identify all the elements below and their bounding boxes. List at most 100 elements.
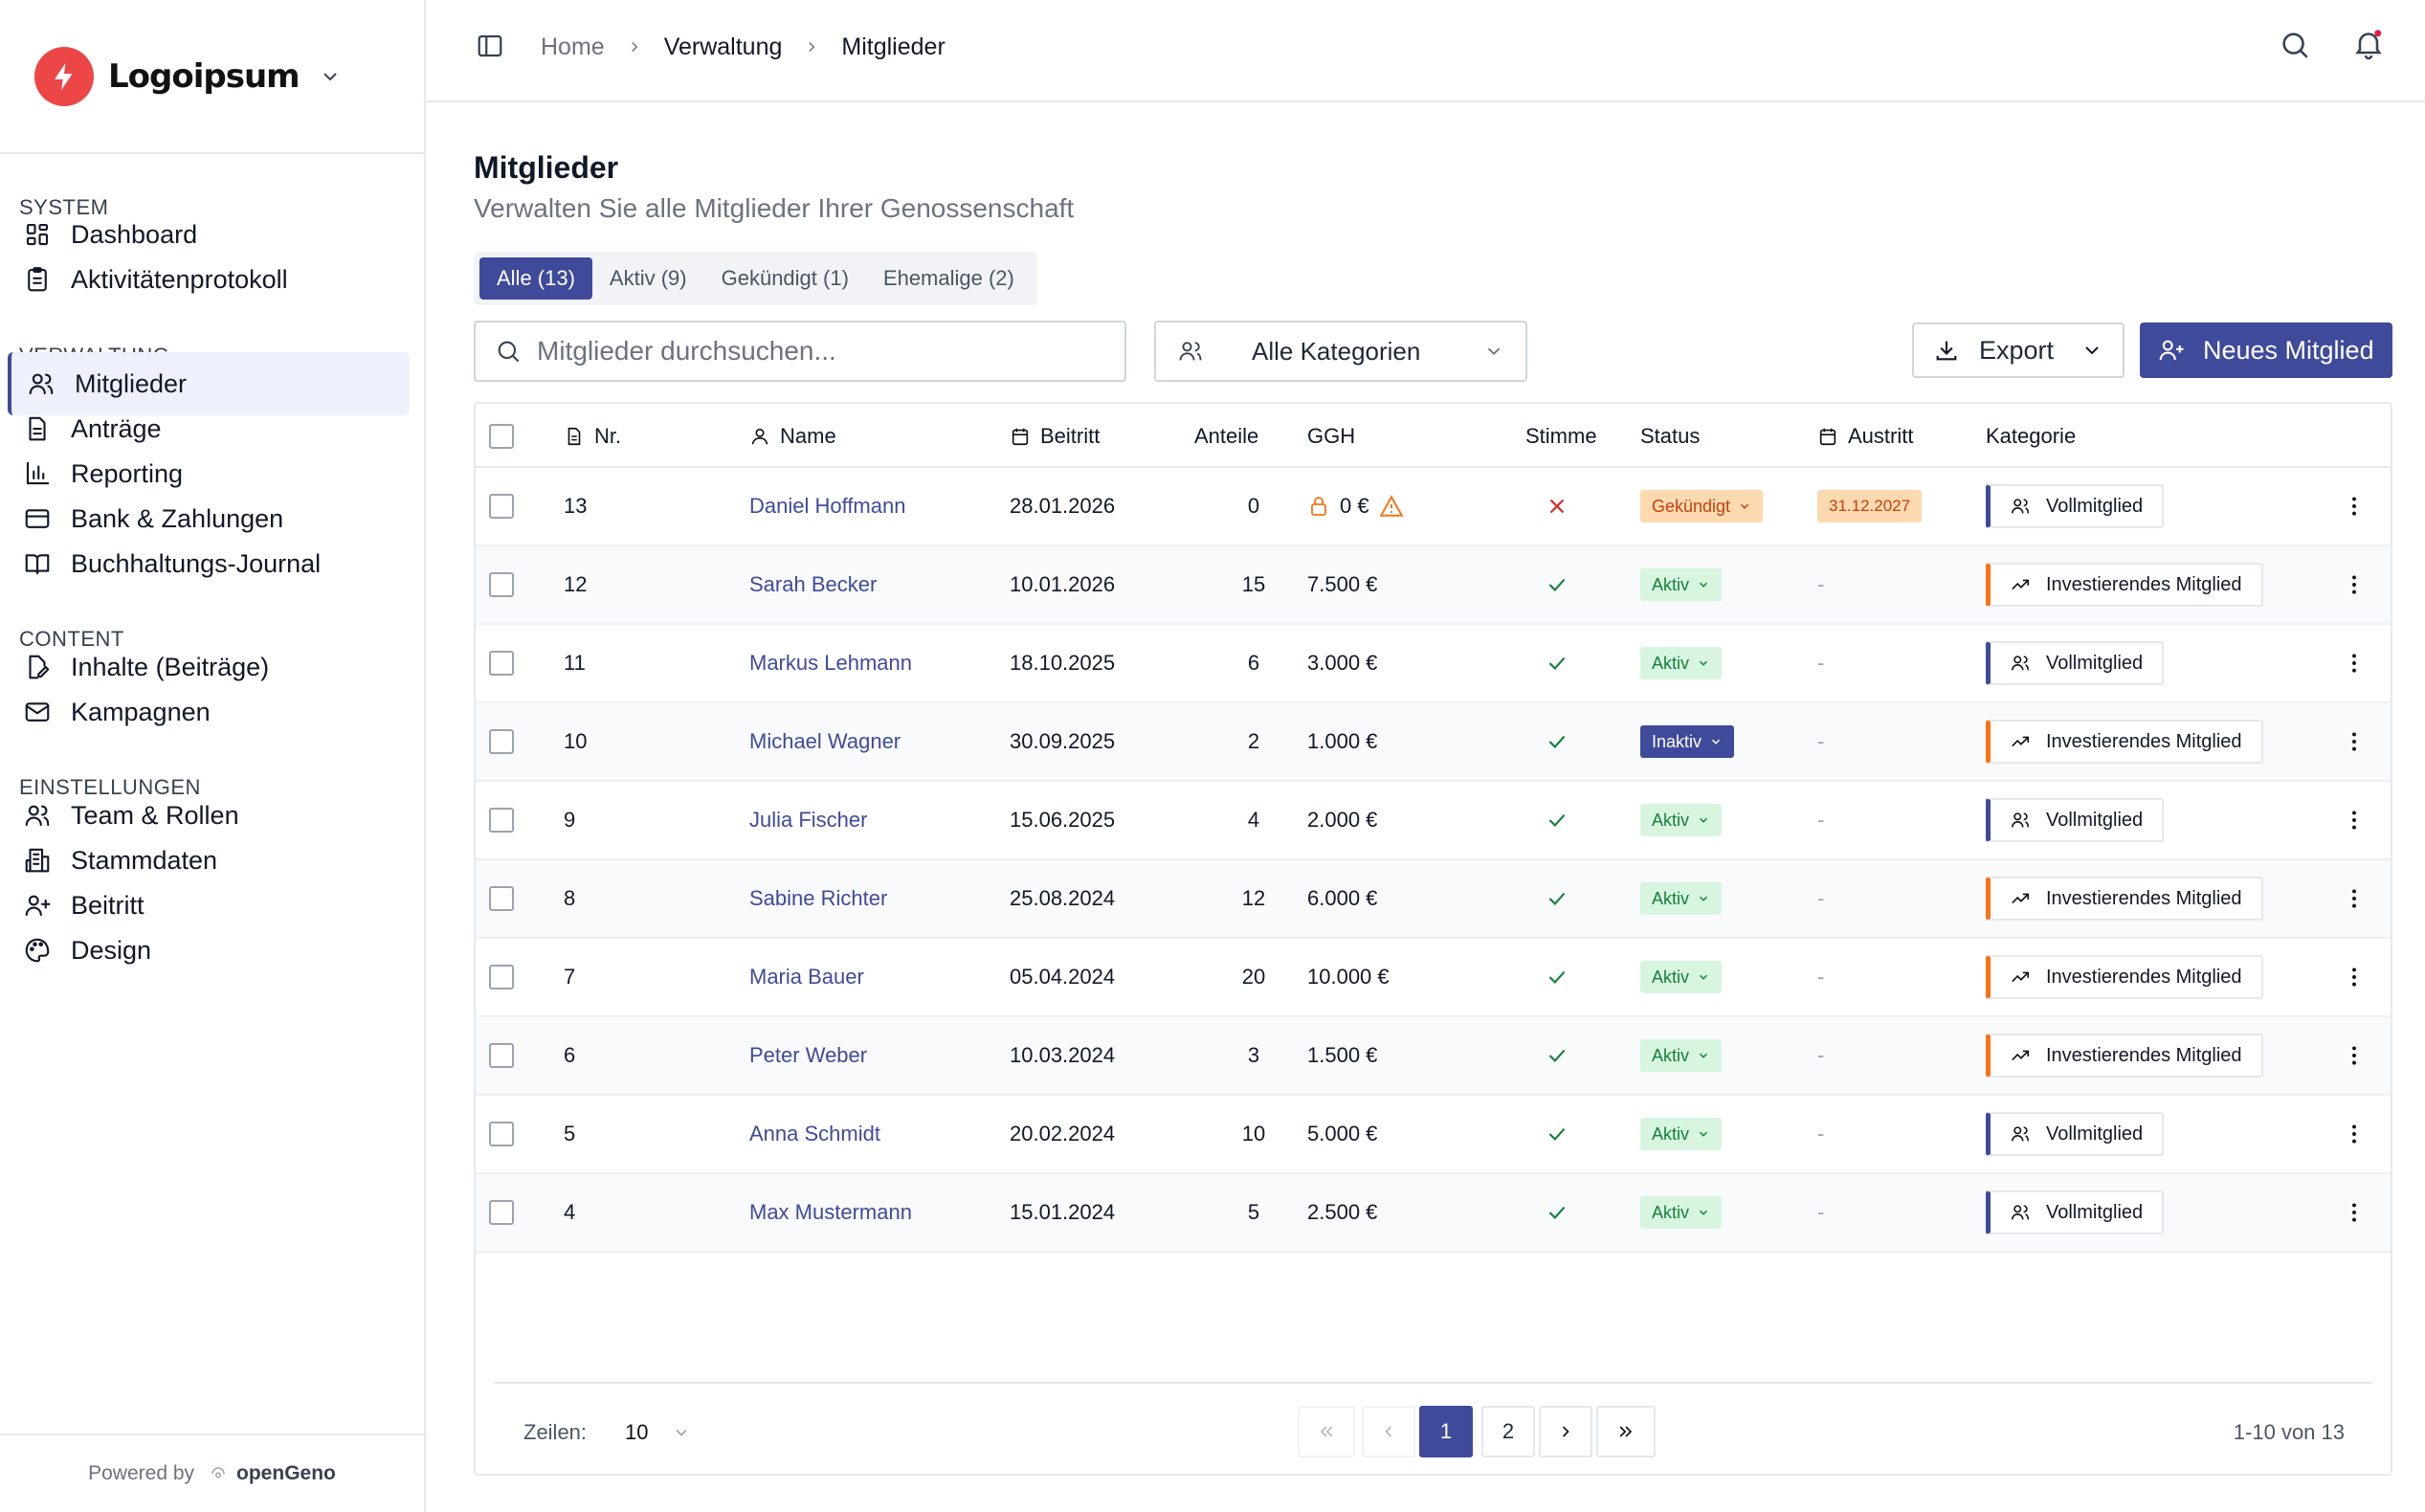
col-ggh[interactable]: GGH <box>1307 423 1356 448</box>
status-badge[interactable]: Gekündigt <box>1640 490 1764 523</box>
sidebar-item-team-rollen[interactable]: Team & Rollen <box>8 784 410 847</box>
row-actions-button[interactable] <box>2342 625 2367 701</box>
member-kategorie: Investierendes Mitglied <box>1986 703 2263 780</box>
table-row[interactable]: 4 Max Mustermann 15.01.2024 5 2.500 € Aktiv - V… <box>476 1174 2391 1253</box>
new-member-button[interactable]: Neues Mitglied <box>2140 322 2392 378</box>
tab-aktiv[interactable]: Aktiv (9) <box>609 266 687 290</box>
col-kategorie[interactable]: Kategorie <box>1986 423 2077 448</box>
tab-gekuendigt[interactable]: Gekündigt (1) <box>721 266 849 290</box>
member-name-link[interactable]: Sabine Richter <box>749 886 888 910</box>
status-badge[interactable]: Aktiv <box>1640 804 1723 836</box>
col-status[interactable]: Status <box>1640 423 1701 448</box>
row-checkbox[interactable] <box>489 703 514 780</box>
search-icon[interactable] <box>2279 29 2311 61</box>
page-2-button[interactable]: 2 <box>1481 1406 1535 1457</box>
row-actions-button[interactable] <box>2342 939 2367 1015</box>
col-name[interactable]: Name <box>749 404 836 468</box>
sidebar-item-beitritt[interactable]: Beitritt <box>8 874 410 937</box>
status-badge[interactable]: Aktiv <box>1640 1118 1723 1150</box>
member-name-link[interactable]: Sarah Becker <box>749 572 878 596</box>
table-row[interactable]: 11 Markus Lehmann 18.10.2025 6 3.000 € Aktiv -… <box>476 625 2391 703</box>
row-actions-button[interactable] <box>2342 703 2367 780</box>
sidebar-item-stammdaten[interactable]: Stammdaten <box>8 829 410 892</box>
sidebar-item-buchhaltungs-journal[interactable]: Buchhaltungs-Journal <box>8 532 410 595</box>
status-badge[interactable]: Aktiv <box>1640 882 1723 915</box>
austritt-value: - <box>1817 1200 1825 1224</box>
row-checkbox[interactable] <box>489 468 514 545</box>
sidebar-item-design[interactable]: Design <box>8 919 410 982</box>
row-actions-button[interactable] <box>2342 468 2367 545</box>
member-name-link[interactable]: Markus Lehmann <box>749 651 912 675</box>
status-badge[interactable]: Aktiv <box>1640 568 1723 601</box>
search-icon <box>495 338 522 365</box>
member-name-link[interactable]: Julia Fischer <box>749 808 868 832</box>
tab-alle[interactable]: Alle (13) <box>479 257 592 300</box>
row-actions-button[interactable] <box>2342 860 2367 937</box>
row-checkbox[interactable] <box>489 546 514 623</box>
table-row[interactable]: 13 Daniel Hoffmann 28.01.2026 0 0 € Gekündigt… <box>476 468 2391 546</box>
sidebar-item-reporting[interactable]: Reporting <box>8 442 410 505</box>
rows-per-page-select[interactable]: 10 <box>625 1420 649 1444</box>
col-austritt[interactable]: Austritt <box>1817 404 1913 468</box>
last-page-button[interactable] <box>1596 1406 1656 1457</box>
sidebar-item-mitglieder[interactable]: Mitglieder <box>8 352 410 415</box>
status-badge[interactable]: Inaktiv <box>1640 725 1735 758</box>
row-checkbox[interactable] <box>489 1017 514 1094</box>
breadcrumb-home[interactable]: Home <box>541 33 605 60</box>
sidebar-toggle-icon[interactable] <box>476 32 504 60</box>
row-actions-button[interactable] <box>2342 782 2367 858</box>
status-badge[interactable]: Aktiv <box>1640 961 1723 993</box>
brand-switcher[interactable]: Logoipsum <box>0 0 424 154</box>
sidebar-item-bank-zahlungen[interactable]: Bank & Zahlungen <box>8 487 410 550</box>
sidebar-item-kampagnen[interactable]: Kampagnen <box>8 680 410 744</box>
member-stimme <box>1545 939 1569 1015</box>
first-page-button[interactable] <box>1298 1406 1355 1457</box>
table-row[interactable]: 6 Peter Weber 10.03.2024 3 1.500 € Aktiv - Inve… <box>476 1017 2391 1096</box>
select-all-checkbox[interactable] <box>489 404 514 468</box>
row-actions-button[interactable] <box>2342 546 2367 623</box>
sidebar-item-anträge[interactable]: Anträge <box>8 397 410 460</box>
sidebar-item-label: Buchhaltungs-Journal <box>71 548 322 578</box>
row-checkbox[interactable] <box>489 939 514 1015</box>
next-page-button[interactable] <box>1539 1406 1592 1457</box>
breadcrumb-verwaltung[interactable]: Verwaltung <box>663 33 783 60</box>
table-row[interactable]: 5 Anna Schmidt 20.02.2024 10 5.000 € Aktiv - Vo… <box>476 1096 2391 1174</box>
row-checkbox[interactable] <box>489 860 514 937</box>
row-checkbox[interactable] <box>489 1174 514 1251</box>
member-name-link[interactable]: Anna Schmidt <box>749 1122 880 1145</box>
col-anteile[interactable]: Anteile <box>1194 423 1259 448</box>
col-beitritt[interactable]: Beitritt <box>1010 404 1100 468</box>
category-select[interactable]: Alle Kategorien <box>1154 321 1527 382</box>
member-name-link[interactable]: Max Mustermann <box>749 1200 912 1224</box>
status-badge[interactable]: Aktiv <box>1640 1196 1723 1229</box>
col-nr[interactable]: Nr. <box>564 404 621 468</box>
row-checkbox[interactable] <box>489 1096 514 1172</box>
tab-ehemalige[interactable]: Ehemalige (2) <box>882 266 1014 290</box>
table-row[interactable]: 8 Sabine Richter 25.08.2024 12 6.000 € Aktiv -… <box>476 860 2391 939</box>
row-actions-button[interactable] <box>2342 1017 2367 1094</box>
export-button[interactable]: Export <box>1912 322 2125 378</box>
row-actions-button[interactable] <box>2342 1174 2367 1251</box>
row-checkbox[interactable] <box>489 625 514 701</box>
member-name-link[interactable]: Peter Weber <box>749 1043 868 1067</box>
status-badge[interactable]: Aktiv <box>1640 647 1723 679</box>
sidebar-item-dashboard[interactable]: Dashboard <box>8 203 410 266</box>
row-actions-button[interactable] <box>2342 1096 2367 1172</box>
table-row[interactable]: 7 Maria Bauer 05.04.2024 20 10.000 € Aktiv - In… <box>476 939 2391 1017</box>
col-stimme[interactable]: Stimme <box>1525 423 1597 448</box>
search-input[interactable] <box>537 336 1073 367</box>
member-name-link[interactable]: Maria Bauer <box>749 965 864 989</box>
bell-icon[interactable] <box>2351 27 2386 61</box>
sidebar-item-inhalte-beiträge[interactable]: Inhalte (Beiträge) <box>8 635 410 699</box>
member-name-link[interactable]: Michael Wagner <box>749 729 901 753</box>
member-name-link[interactable]: Daniel Hoffmann <box>749 494 906 518</box>
opengeno-label[interactable]: openGeno <box>236 1462 336 1484</box>
sidebar-item-aktivitätenprotokoll[interactable]: Aktivitätenprotokoll <box>8 248 410 311</box>
prev-page-button[interactable] <box>1362 1406 1415 1457</box>
row-checkbox[interactable] <box>489 782 514 858</box>
table-row[interactable]: 9 Julia Fischer 15.06.2025 4 2.000 € Aktiv - Vo… <box>476 782 2391 860</box>
status-badge[interactable]: Aktiv <box>1640 1039 1723 1072</box>
table-row[interactable]: 10 Michael Wagner 30.09.2025 2 1.000 € Inakti… <box>476 703 2391 782</box>
table-row[interactable]: 12 Sarah Becker 10.01.2026 15 7.500 € Aktiv - I… <box>476 546 2391 625</box>
page-1-button[interactable]: 1 <box>1419 1406 1473 1457</box>
